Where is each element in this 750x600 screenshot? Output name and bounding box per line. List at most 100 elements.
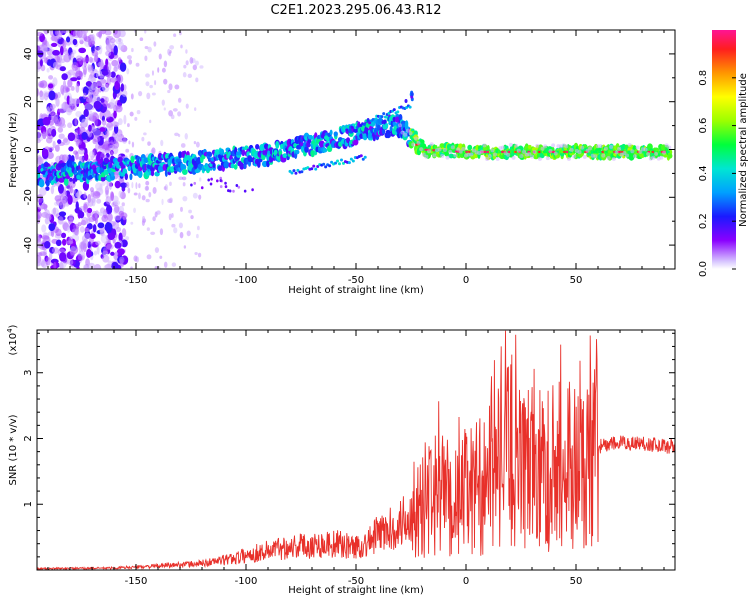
spectrogram-cell bbox=[107, 260, 113, 268]
spectrogram-cell bbox=[292, 169, 296, 173]
spectrogram-cell bbox=[62, 238, 67, 246]
spectrogram-cell bbox=[52, 207, 57, 215]
spectrogram-cell bbox=[445, 155, 450, 160]
spectrogram-cell bbox=[150, 231, 156, 235]
spectrogram-cell bbox=[61, 232, 67, 239]
spectrogram-cell bbox=[64, 170, 68, 176]
spectrogram-cell bbox=[61, 88, 65, 96]
spectrogram-cell bbox=[314, 167, 318, 171]
spectrogram-cell bbox=[79, 30, 87, 39]
spectrogram-cell bbox=[86, 222, 93, 230]
spectrogram-cell bbox=[540, 146, 545, 151]
spectrogram-cell bbox=[48, 75, 54, 80]
spectrogram-cell bbox=[39, 59, 43, 67]
spectrogram-cell bbox=[48, 223, 56, 232]
spectrogram-cell bbox=[66, 87, 71, 92]
spectrogram-cell bbox=[82, 264, 88, 269]
spectrogram-cell bbox=[59, 252, 67, 262]
spectrogram-cell bbox=[61, 30, 70, 34]
spectrogram-cell bbox=[99, 127, 106, 132]
spectrogram-cell bbox=[469, 152, 474, 157]
x-tick-label: 0 bbox=[463, 275, 469, 286]
spectrogram-cell bbox=[319, 140, 325, 148]
spectrogram-cell bbox=[440, 153, 445, 158]
spectrogram-cell bbox=[174, 84, 180, 90]
spectrogram-cell bbox=[93, 46, 100, 52]
spectrogram-cell bbox=[341, 161, 345, 165]
spectrogram-cell bbox=[416, 140, 421, 145]
spectrogram-cell bbox=[67, 194, 73, 205]
spectrogram-cell bbox=[45, 218, 49, 225]
spectrogram-x-label: Height of straight line (km) bbox=[288, 285, 424, 296]
spectrogram-cell bbox=[295, 149, 300, 155]
spectrogram-cell bbox=[192, 192, 198, 199]
spectrogram-cell bbox=[324, 165, 328, 169]
spectrogram-cell bbox=[45, 137, 53, 144]
spectrogram-cell bbox=[220, 179, 224, 183]
spectrogram-cell bbox=[101, 119, 107, 126]
y-tick-label: 0 bbox=[23, 146, 34, 152]
spectrogram-cell bbox=[243, 189, 247, 193]
spectrogram-cell bbox=[105, 130, 110, 137]
spectrogram-cell bbox=[70, 251, 76, 257]
spectrogram-cell bbox=[627, 142, 632, 147]
spectrogram-cell bbox=[163, 78, 168, 85]
spectrogram-cell bbox=[99, 227, 106, 237]
spectrogram-cell bbox=[92, 138, 97, 145]
spectrogram-cell bbox=[117, 41, 125, 51]
spectrogram-cell bbox=[138, 192, 141, 200]
spectrogram-cell bbox=[135, 62, 140, 67]
spectrogram-cell bbox=[147, 141, 151, 146]
spectrogram-cell bbox=[75, 192, 81, 198]
chart-title: C2E1.2023.295.06.43.R12 bbox=[270, 3, 441, 18]
spectrogram-cell bbox=[63, 178, 69, 186]
spectrogram-cell bbox=[106, 122, 114, 128]
spectrogram-cell bbox=[78, 211, 85, 219]
spectrogram-cell bbox=[109, 37, 116, 44]
spectrogram-cell bbox=[50, 35, 58, 42]
spectrogram-cell bbox=[667, 153, 673, 159]
spectrogram-cell bbox=[77, 148, 85, 155]
spectrogram-cell bbox=[173, 33, 177, 37]
spectrogram-cell bbox=[100, 157, 104, 164]
spectrogram-cell bbox=[110, 140, 114, 145]
spectrogram-cell bbox=[194, 251, 198, 256]
spectrogram-cell bbox=[93, 100, 102, 110]
spectrogram-cell bbox=[111, 261, 119, 269]
spectrogram-cell bbox=[68, 146, 74, 152]
spectrogram-cell bbox=[37, 45, 41, 51]
spectrogram-cell bbox=[89, 187, 95, 193]
spectrogram-cell bbox=[98, 30, 102, 39]
spectrogram-cell bbox=[537, 156, 542, 161]
spectrogram-cell bbox=[413, 136, 418, 141]
spectrogram-cell bbox=[329, 129, 333, 136]
spectrogram-cell bbox=[136, 109, 141, 115]
spectrogram-cell bbox=[113, 66, 118, 73]
spectrogram-cell bbox=[572, 154, 577, 159]
spectrogram-cell bbox=[94, 52, 99, 63]
spectrogram-cell bbox=[46, 214, 52, 221]
spectrogram-cell bbox=[119, 258, 124, 267]
spectrogram-cell bbox=[419, 147, 424, 152]
spectrogram-cell bbox=[530, 154, 534, 159]
spectrogram-cell bbox=[625, 153, 630, 158]
spectrogram-cell bbox=[68, 96, 73, 107]
spectrogram-cell bbox=[38, 80, 45, 88]
spectrogram-cell bbox=[59, 45, 64, 56]
spectrogram-cell bbox=[149, 119, 152, 124]
spectrogram-cell bbox=[50, 180, 55, 186]
spectrogram-cell bbox=[193, 181, 197, 185]
x-tick-label: -150 bbox=[125, 576, 148, 587]
spectrogram-cell bbox=[83, 108, 89, 118]
spectrogram-cell bbox=[593, 154, 598, 159]
spectrogram-cell bbox=[180, 206, 183, 212]
spectrogram-cell bbox=[75, 70, 84, 78]
spectrogram-cell bbox=[97, 211, 106, 216]
colorbar-label: Normalized spectral amplitude bbox=[738, 73, 749, 227]
spectrogram-cell bbox=[180, 44, 183, 49]
spectrogram-cell bbox=[118, 232, 123, 242]
spectrogram-cell bbox=[493, 152, 498, 157]
spectrogram-cell bbox=[73, 223, 80, 230]
y-tick-label: 3 bbox=[23, 370, 34, 376]
colorbar-tick-label: 0.2 bbox=[698, 213, 709, 229]
